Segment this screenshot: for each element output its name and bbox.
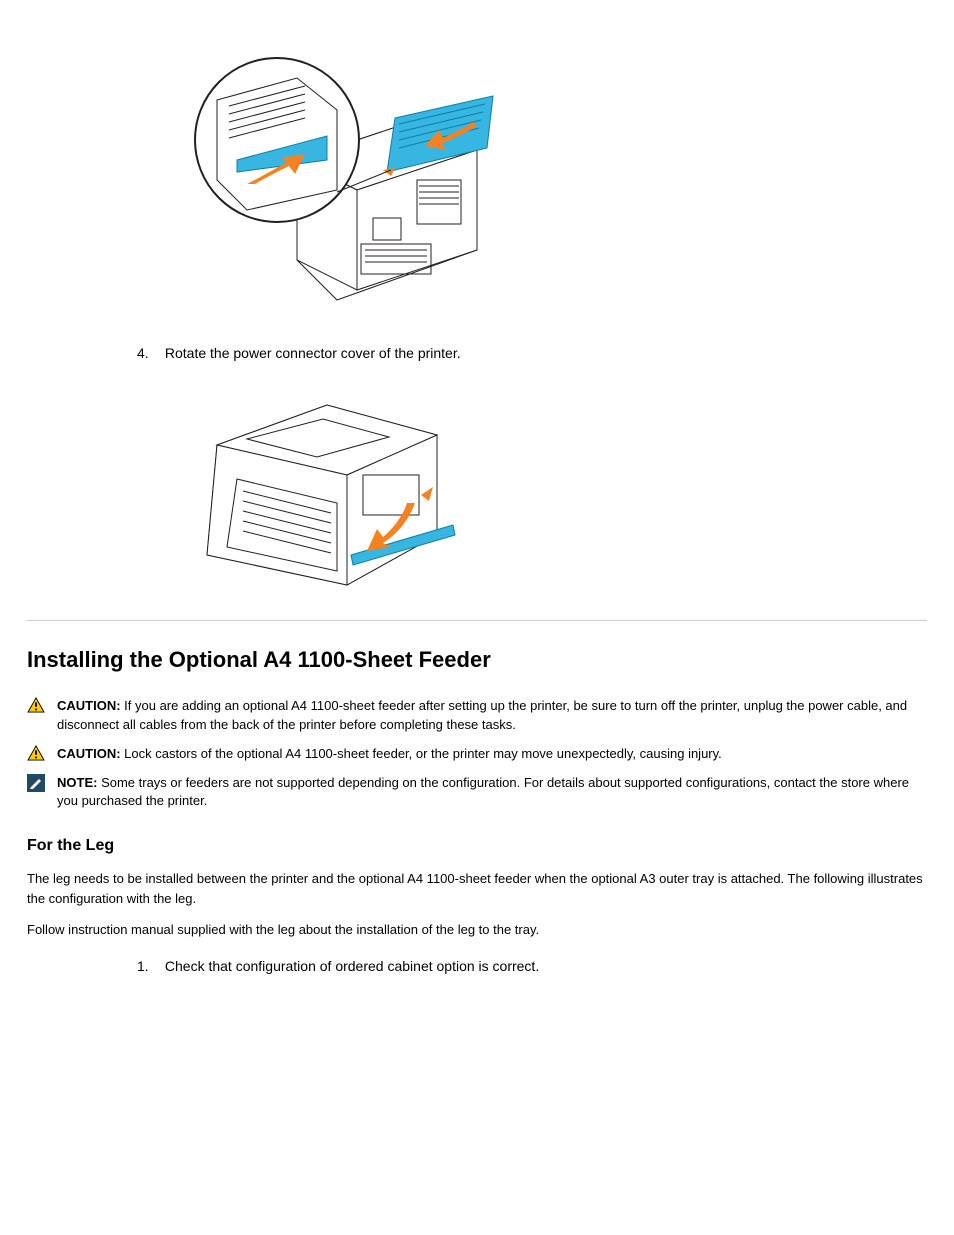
caution-2: CAUTION: Lock castors of the optional A4… — [27, 745, 927, 764]
note-1-label: NOTE: — [57, 775, 97, 790]
check-step: 1. Check that configuration of ordered c… — [137, 958, 927, 974]
step-4-text: Rotate the power connector cover of the … — [165, 345, 461, 361]
leg-paragraph-1: The leg needs to be installed between th… — [27, 869, 927, 908]
leg-paragraph-2: Follow instruction manual supplied with … — [27, 920, 927, 940]
page: 4. Rotate the power connector cover of t… — [0, 0, 954, 1020]
check-step-text: Check that configuration of ordered cabi… — [165, 958, 539, 974]
figure-rotate-connector-cover — [177, 375, 927, 600]
note-1-text: NOTE: Some trays or feeders are not supp… — [57, 774, 927, 812]
note-1: NOTE: Some trays or feeders are not supp… — [27, 774, 927, 812]
caution-1-body: If you are adding an optional A4 1100-sh… — [57, 698, 907, 732]
section-title: Installing the Optional A4 1100-Sheet Fe… — [27, 647, 927, 673]
check-step-number: 1. — [137, 958, 161, 974]
note-1-body: Some trays or feeders are not supported … — [57, 775, 909, 809]
caution-2-label: CAUTION: — [57, 746, 121, 761]
caution-1-label: CAUTION: — [57, 698, 121, 713]
warning-icon — [27, 745, 51, 761]
caution-1-text: CAUTION: If you are adding an optional A… — [57, 697, 927, 735]
figure-insert-cover — [177, 40, 927, 325]
caution-2-text: CAUTION: Lock castors of the optional A4… — [57, 745, 722, 764]
printer-illustration-2 — [177, 375, 457, 595]
printer-illustration-1 — [177, 40, 497, 320]
caution-1: CAUTION: If you are adding an optional A… — [27, 697, 927, 735]
caution-2-body: Lock castors of the optional A4 1100-she… — [121, 746, 722, 761]
note-icon — [27, 774, 51, 792]
step-4: 4. Rotate the power connector cover of t… — [137, 345, 927, 361]
subhead-leg: For the Leg — [27, 837, 927, 855]
warning-icon — [27, 697, 51, 713]
step-4-number: 4. — [137, 345, 161, 361]
section-divider — [27, 620, 927, 621]
